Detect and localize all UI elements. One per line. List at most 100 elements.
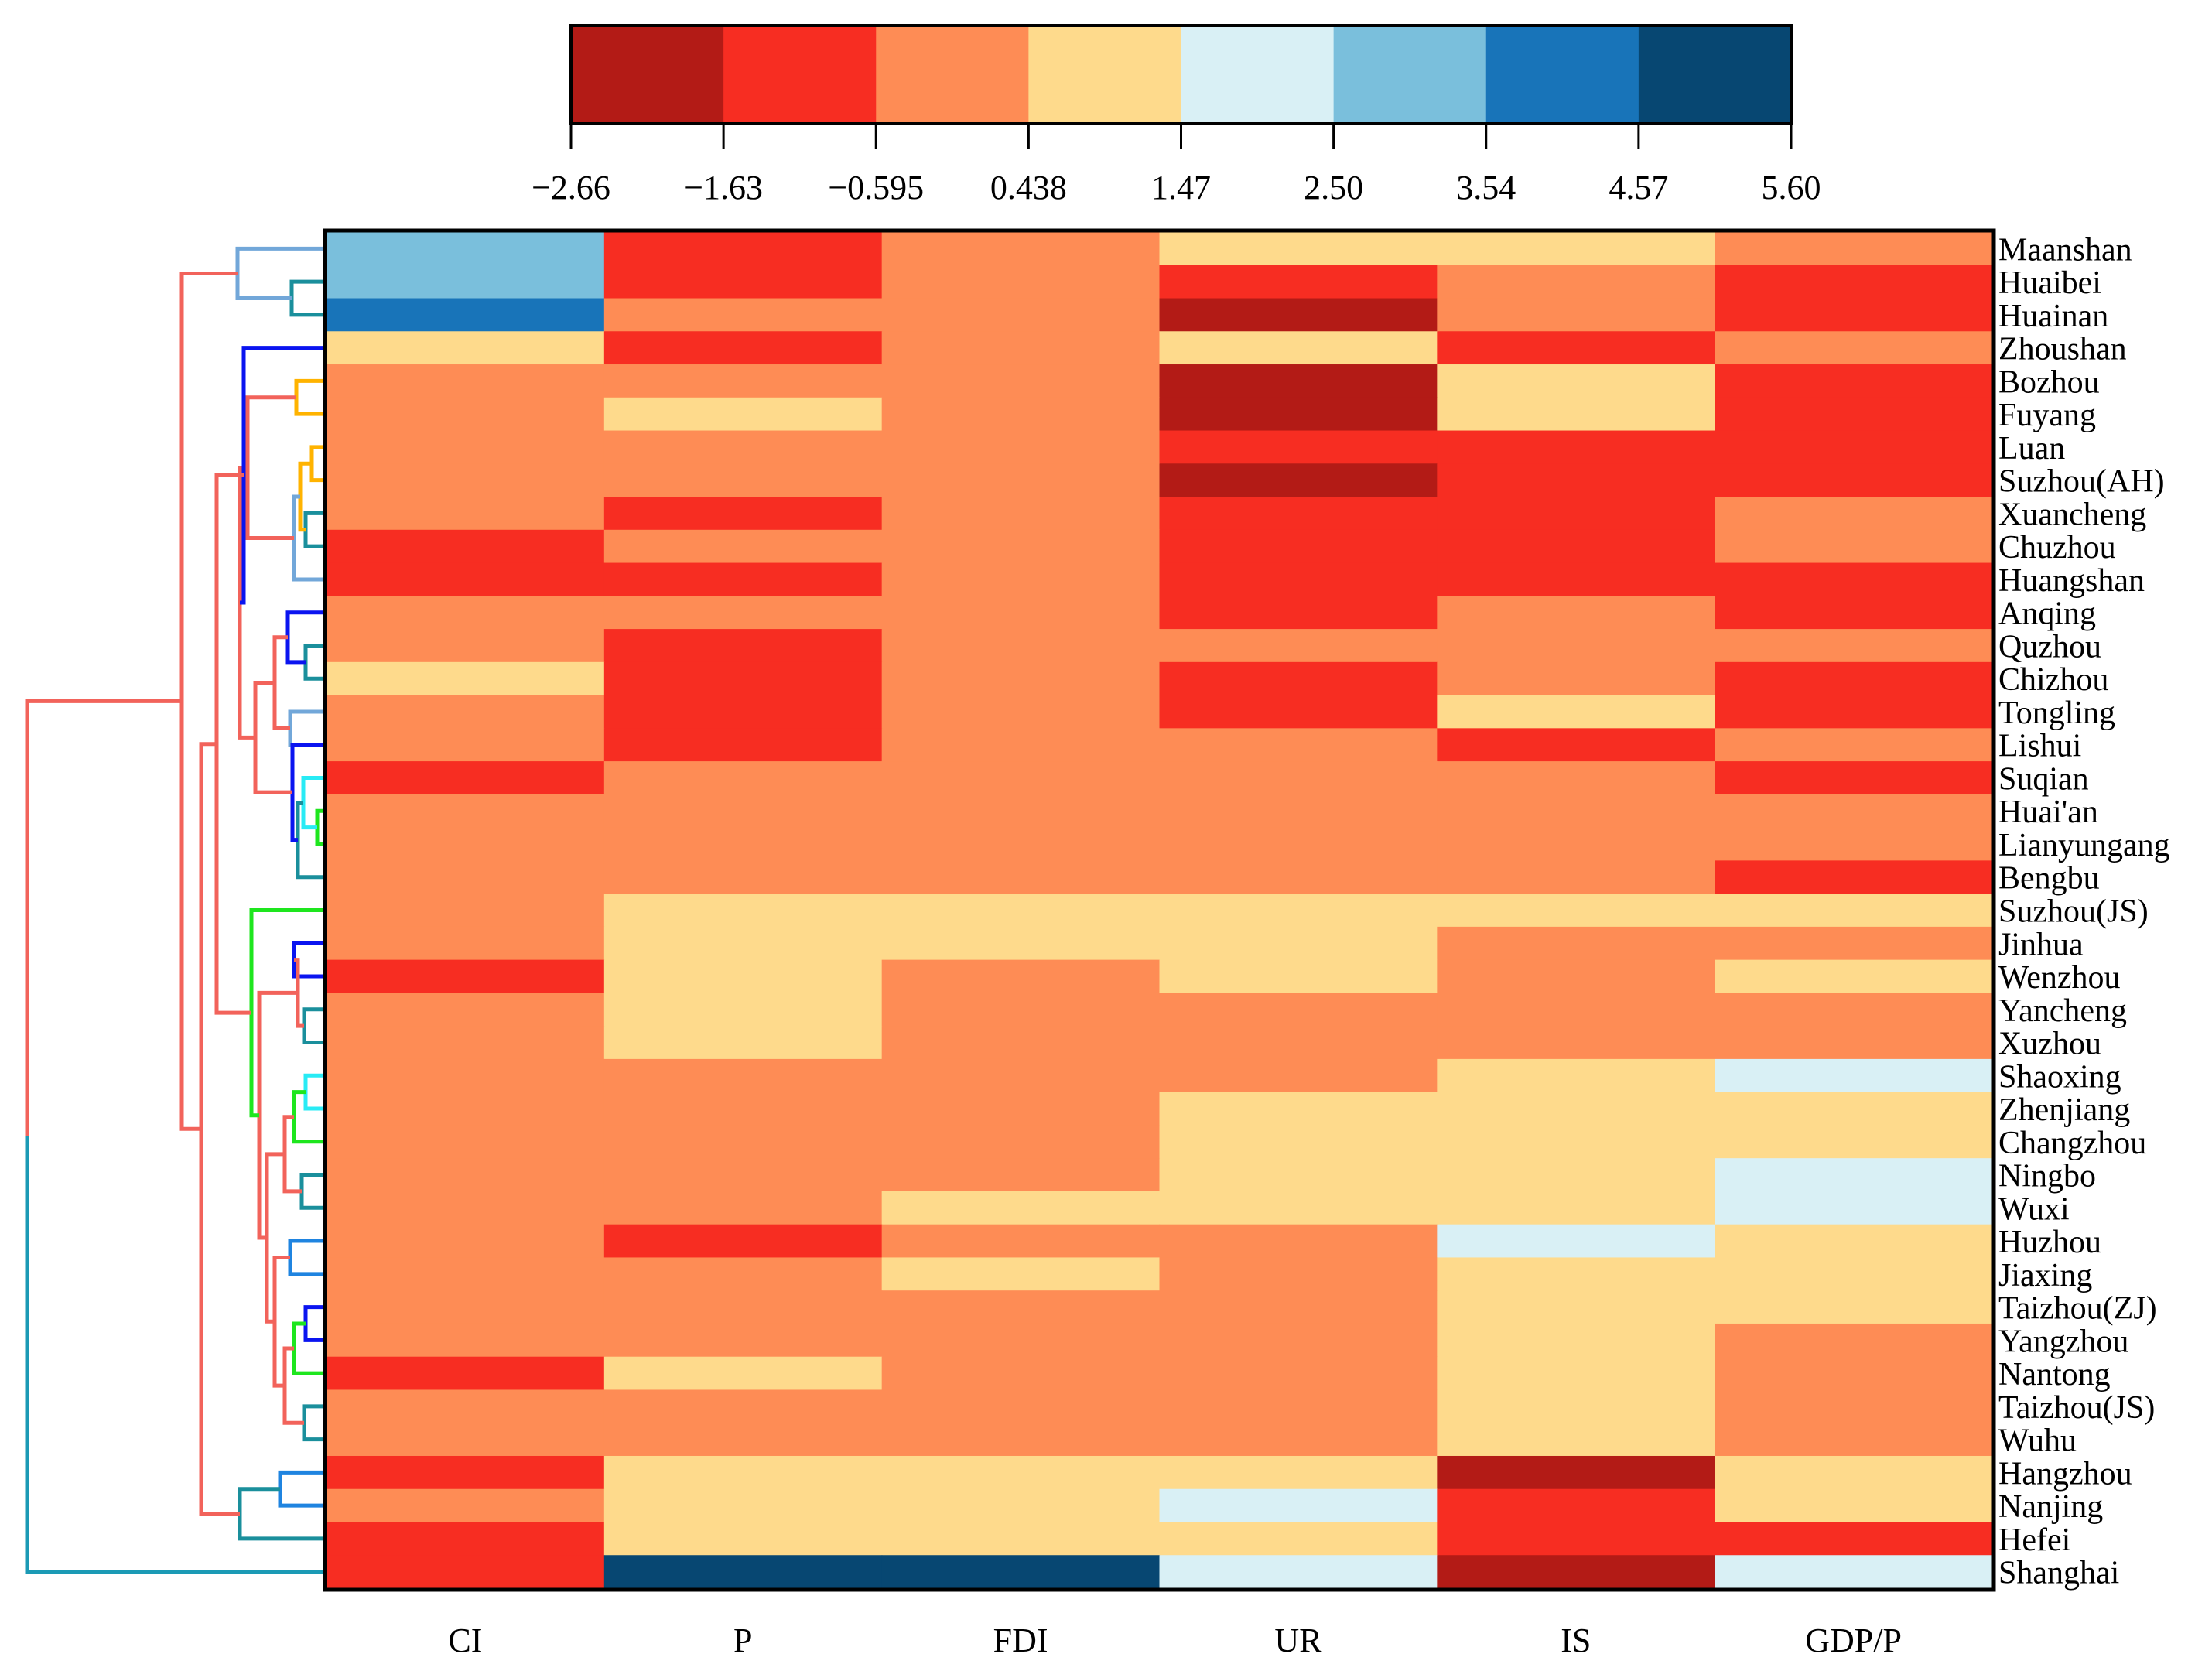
cell-tongling-fdi xyxy=(881,695,1161,729)
cell-hefei-gdp-p xyxy=(1715,1522,1993,1556)
cell-wuxi-gdp-p xyxy=(1715,1191,1993,1225)
row-label-huai-an: Huai'an xyxy=(1998,794,2098,830)
row-label-taizhou-zj: Taizhou(ZJ) xyxy=(1998,1291,2157,1327)
column-label-p: P xyxy=(733,1621,752,1659)
dendrogram-link-24 xyxy=(299,1173,325,1210)
cell-wenzhou-ur xyxy=(1159,959,1438,993)
cell-chuzhou-is xyxy=(1437,529,1715,564)
cell-anqing-is xyxy=(1437,596,1715,630)
cell-changzhou-fdi xyxy=(881,1125,1161,1159)
cell-taizhou-js-ur xyxy=(1159,1389,1438,1423)
cell-shaoxing-is xyxy=(1437,1058,1715,1093)
colorbar-tick-label-6: 3.54 xyxy=(1456,169,1516,207)
cell-bengbu-p xyxy=(603,860,883,894)
cell-nantong-ur xyxy=(1159,1356,1438,1391)
heatmap-cells xyxy=(327,232,1993,1589)
cell-huaibei-fdi xyxy=(881,265,1161,299)
row-label-changzhou: Changzhou xyxy=(1998,1126,2146,1161)
cell-luan-ur xyxy=(1159,430,1438,464)
cell-bozhou-gdp-p xyxy=(1715,364,1993,398)
cell-shaoxing-p xyxy=(603,1058,883,1093)
cell-hangzhou-fdi xyxy=(881,1455,1161,1490)
cell-bozhou-fdi xyxy=(881,364,1161,398)
cell-zhoushan-fdi xyxy=(881,331,1161,365)
row-label-tongling: Tongling xyxy=(1998,695,2115,731)
row-label-xuancheng: Xuancheng xyxy=(1998,497,2146,532)
cell-zhenjiang-is xyxy=(1437,1092,1715,1126)
cell-chizhou-is xyxy=(1437,661,1715,696)
cell-hangzhou-ci xyxy=(327,1455,605,1490)
cell-anqing-ur xyxy=(1159,596,1438,630)
dendrogram-link-34 xyxy=(249,908,325,1118)
cell-xuzhou-gdp-p xyxy=(1715,1026,1993,1060)
cell-nantong-gdp-p xyxy=(1715,1356,1993,1391)
colorbar-segment-0 xyxy=(571,26,724,124)
row-label-anqing: Anqing xyxy=(1998,596,2096,632)
cell-shaoxing-fdi xyxy=(881,1058,1161,1093)
colorbar-segment-4 xyxy=(1181,26,1335,124)
cell-anqing-p xyxy=(603,596,883,630)
cell-huzhou-p xyxy=(603,1224,883,1259)
cell-zhoushan-ur xyxy=(1159,331,1438,365)
cell-jinhua-p xyxy=(603,926,883,961)
cell-huainan-p xyxy=(603,298,883,332)
cell-suzhou-js-gdp-p xyxy=(1715,894,1993,928)
cell-nanjing-is xyxy=(1437,1488,1715,1523)
colorbar-segment-6 xyxy=(1485,26,1639,124)
cell-huzhou-gdp-p xyxy=(1715,1224,1993,1259)
row-label-bozhou: Bozhou xyxy=(1998,364,2100,400)
cell-huai-an-gdp-p xyxy=(1715,794,1993,829)
cell-jinhua-is xyxy=(1437,926,1715,961)
cell-taizhou-zj-p xyxy=(603,1290,883,1324)
row-label-zhenjiang: Zhenjiang xyxy=(1998,1092,2130,1128)
cell-wuxi-p xyxy=(603,1191,883,1225)
cell-lianyungang-fdi xyxy=(881,827,1161,861)
cell-quzhou-is xyxy=(1437,629,1715,663)
cell-huai-an-ur xyxy=(1159,794,1438,829)
cell-suqian-p xyxy=(603,761,883,795)
dendrogram-link-13 xyxy=(301,775,325,830)
cell-zhenjiang-ur xyxy=(1159,1092,1438,1126)
row-label-chuzhou: Chuzhou xyxy=(1998,530,2116,566)
cell-huai-an-fdi xyxy=(881,794,1161,829)
dendrogram-link-shanghai xyxy=(25,1136,325,1574)
cell-fuyang-gdp-p xyxy=(1715,397,1993,432)
cell-huangshan-ur xyxy=(1159,562,1438,596)
cell-nantong-p xyxy=(603,1356,883,1391)
cell-fuyang-is xyxy=(1437,397,1715,432)
cell-suzhou-js-ci xyxy=(327,894,605,928)
cell-chuzhou-fdi xyxy=(881,529,1161,564)
cell-jinhua-ur xyxy=(1159,926,1438,961)
cell-shaoxing-gdp-p xyxy=(1715,1058,1993,1093)
dendrogram-link-1 xyxy=(235,246,325,301)
cell-xuzhou-ci xyxy=(327,1026,605,1060)
colorbar-tick-label-0: −2.66 xyxy=(532,169,610,207)
column-label-ci: CI xyxy=(448,1621,482,1659)
dendrogram-link-29 xyxy=(302,1404,325,1442)
cell-yancheng-ur xyxy=(1159,993,1438,1027)
dendrogram-link-8 xyxy=(303,643,325,681)
colorbar-segment-1 xyxy=(723,26,877,124)
row-label-nantong: Nantong xyxy=(1998,1357,2111,1392)
cell-shanghai-gdp-p xyxy=(1715,1555,1993,1589)
cell-xuzhou-ur xyxy=(1159,1026,1438,1060)
column-label-is: IS xyxy=(1561,1621,1591,1659)
cell-anqing-gdp-p xyxy=(1715,596,1993,630)
cell-zhoushan-ci xyxy=(327,331,605,365)
cell-huzhou-ur xyxy=(1159,1224,1438,1259)
cell-zhenjiang-gdp-p xyxy=(1715,1092,1993,1126)
cell-changzhou-p xyxy=(603,1125,883,1159)
cell-chizhou-ur xyxy=(1159,661,1438,696)
cell-maanshan-ur xyxy=(1159,232,1438,266)
cell-zhoushan-is xyxy=(1437,331,1715,365)
cell-zhenjiang-p xyxy=(603,1092,883,1126)
dendrogram xyxy=(25,246,325,1574)
cell-taizhou-zj-is xyxy=(1437,1290,1715,1324)
cell-huai-an-ci xyxy=(327,794,605,829)
dendrogram-link-7 xyxy=(245,395,296,540)
dendrogram-link-35 xyxy=(278,1470,325,1508)
row-label-fuyang: Fuyang xyxy=(1998,398,2096,433)
cell-ningbo-ci xyxy=(327,1158,605,1192)
cell-nanjing-gdp-p xyxy=(1715,1488,1993,1523)
